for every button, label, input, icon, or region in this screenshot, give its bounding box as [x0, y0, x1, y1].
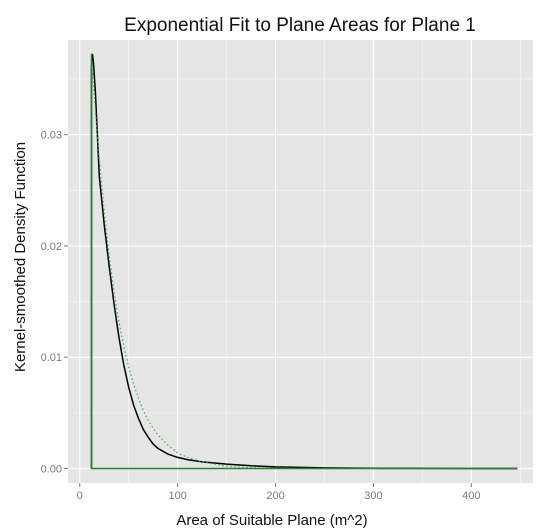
x-tick-label: 200	[266, 490, 284, 502]
series-line-3	[90, 54, 518, 470]
x-tick-label: 0	[77, 490, 83, 502]
x-tick-label: 100	[168, 490, 186, 502]
y-tick-label: 0.00	[41, 464, 62, 476]
y-axis-title: Kernel-smoothed Density Function	[12, 142, 29, 372]
x-axis-title: Area of Suitable Plane (m^2)	[176, 512, 367, 529]
y-tick-label: 0.03	[41, 130, 62, 142]
y-tick-label: 0.02	[41, 241, 62, 253]
tick-labels-layer: 0 100 200 300 400 0.00 0.01 0.02 0.03	[41, 130, 481, 502]
plot-panel	[68, 40, 533, 483]
y-tick-label: 0.01	[41, 352, 62, 364]
series-line-2	[90, 53, 518, 470]
series-layer	[90, 53, 518, 470]
grid-minor	[68, 40, 533, 483]
ticks-layer	[64, 134, 472, 487]
x-tick-label: 300	[364, 490, 382, 502]
x-tick-label: 400	[462, 490, 480, 502]
chart-title: Exponential Fit to Plane Areas for Plane…	[124, 15, 476, 36]
